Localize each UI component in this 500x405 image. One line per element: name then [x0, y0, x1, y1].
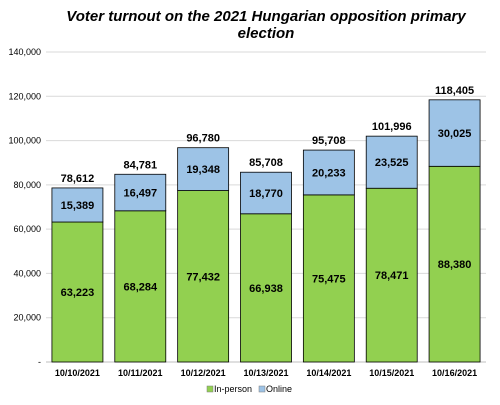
bars — [51, 99, 481, 363]
x-tick-label: 10/16/2021 — [432, 368, 477, 378]
bar-online — [428, 99, 481, 167]
x-tick-label: 10/11/2021 — [118, 368, 163, 378]
chart-title-line-2: election — [238, 25, 295, 42]
y-tick-label: - — [38, 357, 41, 367]
bar-in-person — [428, 165, 481, 363]
bar-online — [302, 149, 355, 196]
data-label-in-person: 88,380 — [438, 259, 472, 271]
bar-online — [240, 171, 292, 215]
data-label-in-person: 77,432 — [186, 271, 220, 283]
data-label-in-person: 66,938 — [249, 283, 283, 295]
x-tick-label: 10/12/2021 — [181, 368, 226, 378]
x-tick-label: 10/13/2021 — [243, 368, 288, 378]
legend: In-person Online — [206, 384, 292, 394]
data-label-online: 15,389 — [61, 200, 95, 212]
chart-title: Voter turnout on the 2021 Hungarian oppo… — [66, 8, 466, 42]
total-label: 85,708 — [249, 157, 283, 169]
x-tick-label: 10/15/2021 — [369, 368, 414, 378]
bar-online — [177, 147, 230, 191]
y-tick-label: 80,000 — [13, 180, 41, 190]
total-label: 118,405 — [435, 85, 474, 97]
legend-label-in-person: In-person — [214, 384, 252, 394]
x-tick-label: 10/14/2021 — [306, 368, 351, 378]
legend-swatch-in-person — [206, 385, 214, 393]
y-tick-label: 60,000 — [13, 224, 41, 234]
y-tick-label: 20,000 — [13, 313, 41, 323]
data-label-in-person: 78,471 — [375, 270, 409, 282]
legend-swatch-online — [258, 385, 266, 393]
legend-label-online: Online — [266, 384, 292, 394]
bar-online — [365, 135, 418, 189]
chart-title-line-1: Voter turnout on the 2021 Hungarian oppo… — [66, 8, 466, 25]
bar-online — [51, 187, 104, 223]
bar-in-person — [51, 221, 104, 363]
y-tick-label: 120,000 — [8, 91, 41, 101]
bar-online — [114, 173, 167, 212]
data-label-in-person: 68,284 — [123, 281, 158, 293]
data-label-online: 23,525 — [375, 157, 409, 169]
data-labels: 63,223 15,389 78,612 68,284 16,497 84,781 77,4… — [61, 85, 475, 299]
total-label: 84,781 — [123, 159, 157, 171]
x-axis-ticks: 10/10/2021 10/11/2021 10/12/2021 10/13/2021… — [55, 368, 477, 378]
data-label-online: 19,348 — [186, 164, 220, 176]
y-tick-label: 140,000 — [8, 47, 41, 57]
data-label-online: 18,770 — [249, 188, 283, 200]
total-label: 101,996 — [372, 121, 412, 133]
data-label-online: 30,025 — [438, 128, 472, 140]
data-label-online: 16,497 — [123, 188, 157, 200]
total-label: 95,708 — [312, 135, 346, 147]
x-tick-label: 10/10/2021 — [55, 368, 100, 378]
y-axis-ticks: - 20,000 40,000 60,000 80,000 100,000 120,000 1… — [8, 47, 41, 367]
y-tick-label: 40,000 — [13, 268, 41, 278]
data-label-in-person: 75,475 — [312, 273, 346, 285]
bar-in-person — [302, 194, 355, 363]
data-label-online: 20,233 — [312, 167, 346, 179]
total-label: 96,780 — [186, 133, 220, 145]
total-label: 78,612 — [61, 173, 95, 185]
y-tick-label: 100,000 — [8, 136, 41, 146]
bar-in-person — [114, 210, 167, 363]
bar-in-person — [177, 190, 230, 363]
data-label-in-person: 63,223 — [61, 287, 95, 299]
